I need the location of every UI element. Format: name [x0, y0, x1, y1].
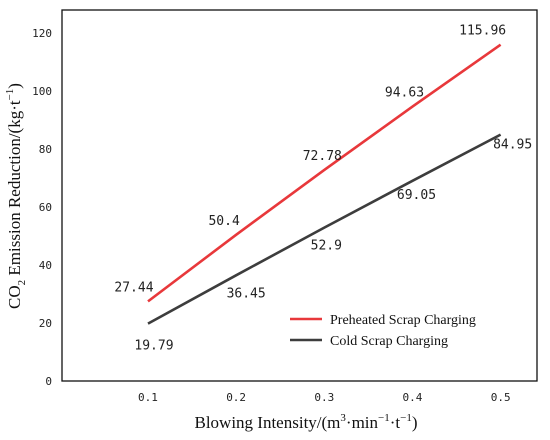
series-line-preheated: [147, 43, 502, 303]
data-label-cold: 69.05: [397, 188, 436, 203]
series-line-cold: [147, 133, 502, 325]
x-tick-label: 0.5: [491, 391, 511, 404]
x-tick-label: 0.4: [403, 391, 423, 404]
y-tick-label: 60: [39, 201, 52, 214]
y-tick-label: 40: [39, 259, 52, 272]
y-tick-label: 0: [45, 375, 52, 388]
data-label-cold: 52.9: [311, 239, 342, 254]
data-label-cold: 19.79: [134, 339, 173, 354]
y-tick-label: 100: [32, 85, 52, 98]
legend-label-cold: Cold Scrap Charging: [330, 334, 448, 349]
legend: Preheated Scrap Charging Cold Scrap Char…: [290, 313, 476, 349]
data-label-preheated: 115.96: [459, 24, 506, 39]
x-tick-label: 0.1: [138, 391, 158, 404]
x-tick-label: 0.2: [226, 391, 246, 404]
data-label-cold: 84.95: [493, 138, 532, 153]
data-label-preheated: 72.78: [303, 149, 342, 164]
data-label-preheated: 27.44: [114, 280, 153, 295]
y-tick-label: 120: [32, 27, 52, 40]
data-label-preheated: 50.4: [208, 214, 239, 229]
plot-area-frame: [61, 9, 538, 382]
y-axis-ticks: 0 20 40 60 80 100 120: [32, 27, 52, 388]
y-tick-label: 20: [39, 317, 52, 330]
series-layer: [147, 43, 502, 325]
x-axis-title: Blowing Intensity/(m3·min−1·t−1): [194, 412, 417, 432]
data-label-preheated: 94.63: [385, 86, 424, 101]
data-labels-layer: 27.44 50.4 72.78 94.63 115.96 19.79 36.45 52.9 6…: [114, 24, 532, 354]
y-axis-title: CO2 Emission Reduction/(kg·t−1): [4, 83, 28, 309]
x-tick-label: 0.3: [314, 391, 334, 404]
legend-label-preheated: Preheated Scrap Charging: [330, 313, 476, 328]
y-tick-label: 80: [39, 143, 52, 156]
data-label-cold: 36.45: [227, 286, 266, 301]
x-axis-ticks: 0.1 0.2 0.3 0.4 0.5: [138, 391, 511, 404]
